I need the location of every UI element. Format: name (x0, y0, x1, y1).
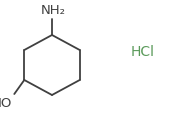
Text: HCl: HCl (131, 45, 155, 59)
Text: NH₂: NH₂ (41, 4, 65, 17)
Text: HO: HO (0, 97, 12, 110)
